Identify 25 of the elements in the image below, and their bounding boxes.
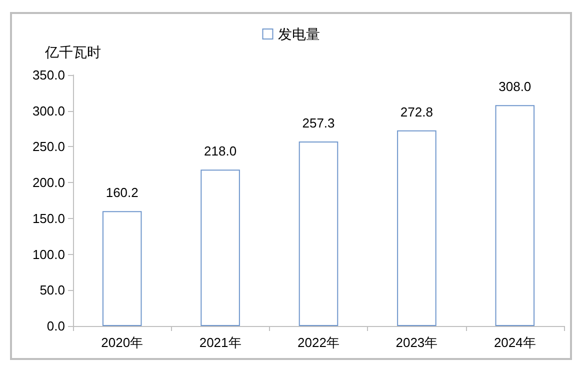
x-tick-label: 2022年 xyxy=(298,335,340,350)
y-tick-label: 0.0 xyxy=(46,318,65,334)
y-axis-title: 亿千瓦时 xyxy=(44,44,101,60)
y-tick-label: 300.0 xyxy=(32,103,65,118)
data-label: 272.8 xyxy=(400,104,433,120)
x-tick-label: 2020年 xyxy=(101,335,144,350)
bar xyxy=(397,130,436,326)
x-tick-label: 2024年 xyxy=(494,335,536,350)
y-tick-label: 150.0 xyxy=(32,210,65,226)
x-tick-label: 2023年 xyxy=(396,335,438,350)
bar xyxy=(200,170,240,326)
data-label: 218.0 xyxy=(204,144,237,159)
bar xyxy=(495,105,535,326)
y-tick-label: 200.0 xyxy=(32,175,65,190)
bar xyxy=(102,211,142,326)
data-label: 257.3 xyxy=(302,115,335,130)
y-tick-label: 250.0 xyxy=(32,139,65,154)
data-label: 308.0 xyxy=(498,79,532,94)
x-tick-label: 2021年 xyxy=(199,335,242,350)
y-tick-label: 350.0 xyxy=(32,68,65,82)
data-label: 160.2 xyxy=(106,185,138,200)
y-tick-label: 100.0 xyxy=(32,246,65,262)
legend-label: 发电量 xyxy=(278,26,320,42)
bar xyxy=(298,141,338,326)
y-tick-label: 50.0 xyxy=(40,282,65,298)
